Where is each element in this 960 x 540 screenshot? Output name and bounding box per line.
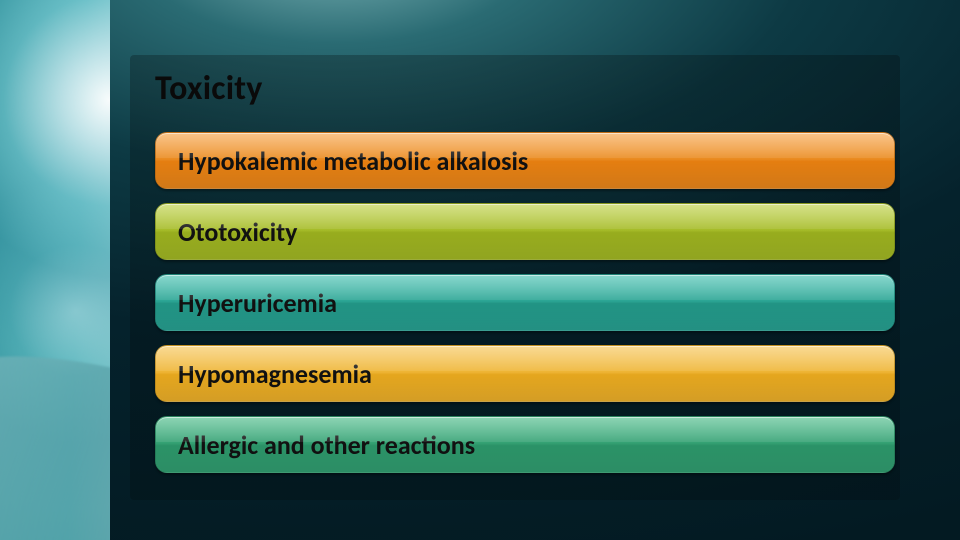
- slide-title: Toxicity: [155, 68, 263, 109]
- wave-decoration: [0, 0, 110, 540]
- list-item-label: Hyperuricemia: [178, 287, 337, 319]
- list-item: Ototoxicity: [155, 203, 895, 260]
- list-item-label: Allergic and other reactions: [178, 429, 475, 461]
- list-item: Hypokalemic metabolic alkalosis: [155, 132, 895, 189]
- list-item: Hyperuricemia: [155, 274, 895, 331]
- list-item: Hypomagnesemia: [155, 345, 895, 402]
- list-item: Allergic and other reactions: [155, 416, 895, 473]
- list-item-label: Ototoxicity: [178, 216, 297, 248]
- toxicity-list: Hypokalemic metabolic alkalosis Ototoxic…: [155, 132, 895, 473]
- list-item-label: Hypomagnesemia: [178, 358, 372, 390]
- slide: Toxicity Hypokalemic metabolic alkalosis…: [0, 0, 960, 540]
- list-item-label: Hypokalemic metabolic alkalosis: [178, 145, 528, 177]
